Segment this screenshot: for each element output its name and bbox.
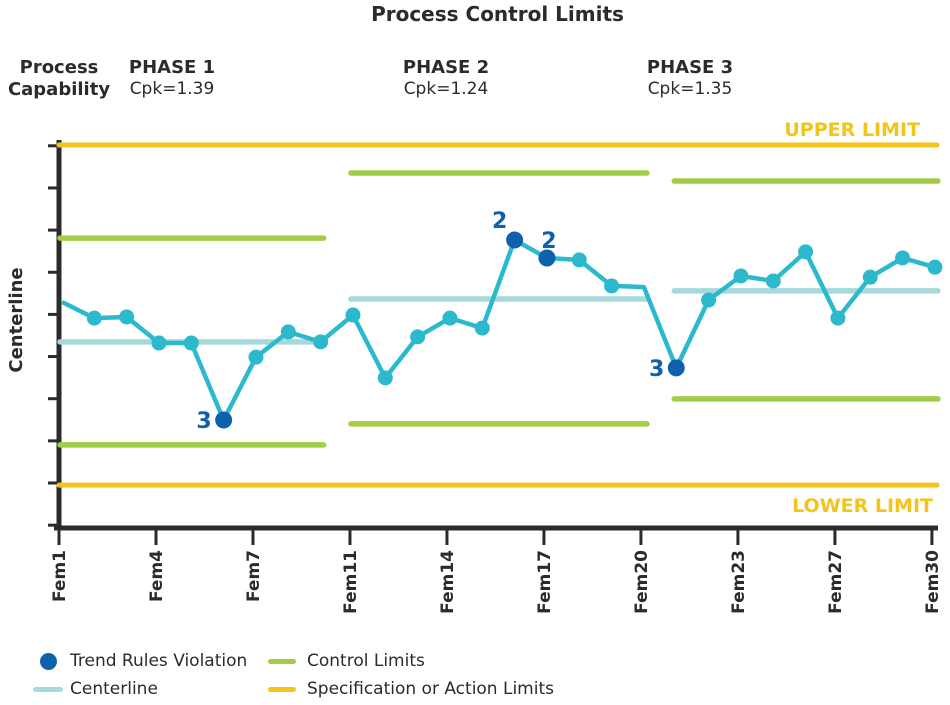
violation-point-marker bbox=[667, 359, 685, 377]
phase-3-cpk: Cpk=1.35 bbox=[647, 79, 733, 99]
data-point-marker bbox=[571, 252, 587, 268]
x-tick-label: Fem1 bbox=[50, 550, 70, 602]
data-point-marker bbox=[701, 292, 717, 308]
capability-line1: Process bbox=[19, 57, 99, 78]
phase-1-name: PHASE 1 bbox=[128, 57, 216, 78]
chart-title: Process Control Limits bbox=[371, 2, 624, 26]
violation-rule-label: 3 bbox=[649, 357, 664, 382]
legend-item-spec-limits: Specification or Action Limits bbox=[268, 677, 554, 701]
x-tick-label: Fem23 bbox=[729, 550, 749, 614]
phase-3-header: PHASE 3 Cpk=1.35 bbox=[647, 57, 733, 100]
centerline-swatch bbox=[33, 686, 63, 692]
lower-limit-label: LOWER LIMIT bbox=[792, 495, 933, 517]
y-axis-title: Centerline bbox=[6, 267, 27, 372]
violation-point-marker bbox=[215, 411, 233, 429]
data-point-marker bbox=[830, 310, 846, 326]
x-tick-label: Fem4 bbox=[147, 550, 167, 602]
data-point-marker bbox=[474, 320, 490, 336]
legend-label-control-limits: Control Limits bbox=[307, 651, 425, 671]
data-point-marker bbox=[248, 349, 264, 365]
data-point-marker bbox=[604, 278, 620, 294]
x-tick-label: Fem30 bbox=[923, 550, 943, 614]
data-point-marker bbox=[313, 334, 329, 350]
data-point-marker bbox=[927, 259, 943, 275]
data-point-marker bbox=[862, 269, 878, 285]
phase-2-header: PHASE 2 Cpk=1.24 bbox=[403, 57, 489, 100]
x-tick-label: Fem11 bbox=[341, 550, 361, 614]
x-tick-label: Fem17 bbox=[535, 550, 555, 614]
phase-2-name: PHASE 2 bbox=[402, 57, 490, 78]
x-tick-label: Fem27 bbox=[826, 550, 846, 614]
x-tick-label: Fem20 bbox=[632, 550, 652, 614]
legend-item-trend-violation: Trend Rules Violation bbox=[40, 649, 247, 673]
trend-violation-dot-swatch bbox=[40, 652, 57, 670]
process-capability-label: Process Capability bbox=[0, 57, 118, 101]
phase-1-header: PHASE 1 Cpk=1.39 bbox=[129, 57, 215, 100]
legend-label-centerline: Centerline bbox=[70, 679, 158, 699]
violation-rule-label: 3 bbox=[196, 409, 211, 434]
control-limits-swatch bbox=[268, 658, 296, 664]
violation-rule-label: 2 bbox=[541, 229, 556, 254]
data-point-marker bbox=[377, 370, 393, 386]
legend-label-trend-violation: Trend Rules Violation bbox=[70, 651, 248, 671]
phase-2-cpk: Cpk=1.24 bbox=[403, 79, 489, 99]
violation-rule-label: 2 bbox=[492, 209, 507, 234]
x-tick-label: Fem7 bbox=[244, 550, 264, 602]
data-point-marker bbox=[765, 273, 781, 289]
data-point-marker bbox=[86, 310, 102, 326]
legend: Trend Rules Violation Centerline Control… bbox=[0, 643, 950, 705]
data-point-marker bbox=[798, 244, 814, 260]
upper-limit-label: UPPER LIMIT bbox=[784, 119, 920, 141]
data-point-marker bbox=[442, 310, 458, 326]
data-point-marker bbox=[151, 335, 167, 351]
data-point-marker bbox=[733, 268, 749, 284]
legend-item-control-limits: Control Limits bbox=[268, 649, 425, 673]
data-point-marker bbox=[410, 329, 426, 345]
data-point-marker bbox=[183, 335, 199, 351]
legend-item-centerline: Centerline bbox=[33, 677, 158, 701]
data-point-marker bbox=[345, 307, 361, 323]
data-point-marker bbox=[895, 250, 911, 266]
violation-point-marker bbox=[506, 231, 524, 249]
phase-3-name: PHASE 3 bbox=[646, 57, 734, 78]
legend-label-spec-limits: Specification or Action Limits bbox=[307, 679, 554, 699]
violation-point-marker bbox=[538, 249, 556, 267]
data-point-marker bbox=[119, 309, 135, 325]
capability-line2: Capability bbox=[7, 79, 111, 100]
x-tick-label: Fem14 bbox=[438, 550, 458, 614]
data-point-marker bbox=[280, 324, 296, 340]
data-series-line bbox=[60, 237, 936, 423]
phase-1-cpk: Cpk=1.39 bbox=[129, 79, 215, 99]
spec-limits-swatch bbox=[268, 686, 296, 692]
